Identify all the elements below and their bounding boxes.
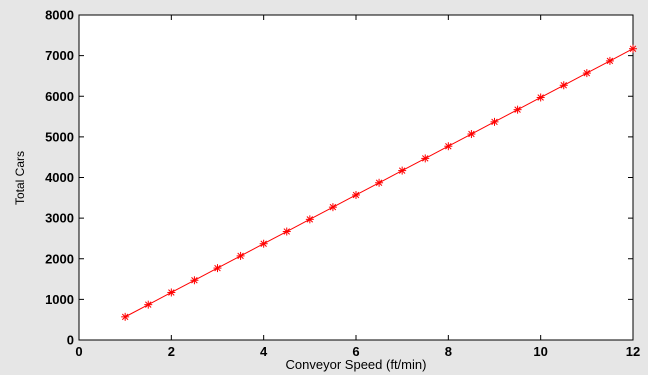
- data-point-marker: [629, 44, 637, 53]
- data-point-marker: [259, 239, 268, 248]
- plot-area: [78, 14, 634, 341]
- data-point-marker: [190, 276, 199, 285]
- y-tick-label: 1000: [45, 292, 74, 307]
- data-point-marker: [421, 154, 430, 163]
- marker-stroke: [375, 179, 383, 187]
- x-tick-label: 2: [168, 344, 175, 359]
- marker-stroke: [168, 289, 175, 296]
- y-tick-label: 5000: [45, 129, 74, 144]
- marker-stroke: [145, 301, 152, 308]
- marker-stroke: [283, 228, 290, 235]
- y-tick-label: 6000: [45, 89, 74, 104]
- y-tick-label: 0: [67, 333, 74, 348]
- x-tick-label: 10: [533, 344, 547, 359]
- x-axis-label: Conveyor Speed (ft/min): [286, 357, 427, 372]
- marker-stroke: [214, 264, 221, 272]
- x-tick-label: 0: [75, 344, 82, 359]
- marker-stroke: [352, 191, 360, 199]
- marker-stroke: [468, 130, 475, 138]
- data-point-marker: [375, 178, 384, 187]
- y-tick-label: 8000: [45, 8, 74, 23]
- x-tick-label: 8: [445, 344, 452, 359]
- x-tick-label: 6: [352, 344, 359, 359]
- marker-stroke: [191, 277, 198, 284]
- marker-stroke: [398, 167, 406, 174]
- data-point-marker: [490, 117, 499, 126]
- marker-stroke: [329, 203, 337, 211]
- series-layer: [121, 44, 637, 321]
- data-point-marker: [167, 288, 176, 297]
- marker-stroke: [629, 45, 637, 52]
- y-tick-label: 4000: [45, 170, 74, 185]
- y-tick-label: 3000: [45, 211, 74, 226]
- data-point-marker: [352, 190, 360, 199]
- marker-stroke: [121, 313, 129, 321]
- marker-stroke: [537, 94, 544, 101]
- y-tick-label: 2000: [45, 251, 74, 266]
- data-point-marker: [121, 312, 130, 321]
- data-point-marker: [328, 203, 337, 212]
- data-point-marker: [605, 56, 614, 65]
- data-point-marker: [444, 142, 453, 151]
- y-tick-label: 7000: [45, 48, 74, 63]
- marker-stroke: [237, 252, 244, 260]
- marker-stroke: [560, 82, 567, 89]
- marker-stroke: [306, 216, 314, 223]
- marker-stroke: [491, 118, 498, 126]
- data-point-marker: [559, 81, 568, 90]
- x-tick-label: 4: [260, 344, 268, 359]
- data-point-marker: [536, 93, 545, 102]
- data-point-marker: [398, 166, 407, 175]
- data-point-marker: [144, 300, 153, 309]
- marker-stroke: [445, 142, 452, 150]
- marker-stroke: [606, 57, 614, 65]
- marker-stroke: [583, 69, 591, 77]
- marker-stroke: [260, 240, 267, 247]
- marker-stroke: [422, 155, 429, 162]
- data-point-marker: [513, 105, 522, 114]
- data-point-marker: [467, 130, 476, 139]
- data-point-marker: [213, 264, 222, 273]
- marker-stroke: [514, 106, 521, 113]
- y-axis-ticks: 0 1000 2000 3000 4000 5000 6000 7000 8000: [45, 8, 633, 348]
- y-axis-label: Total Cars: [13, 151, 27, 205]
- data-point-marker: [582, 69, 591, 78]
- data-point-marker: [282, 227, 291, 236]
- data-point-marker: [305, 215, 314, 224]
- x-tick-label: 12: [626, 344, 640, 359]
- data-point-marker: [236, 251, 245, 260]
- x-axis-ticks: 0 2 4 6 8 10 12: [75, 15, 640, 359]
